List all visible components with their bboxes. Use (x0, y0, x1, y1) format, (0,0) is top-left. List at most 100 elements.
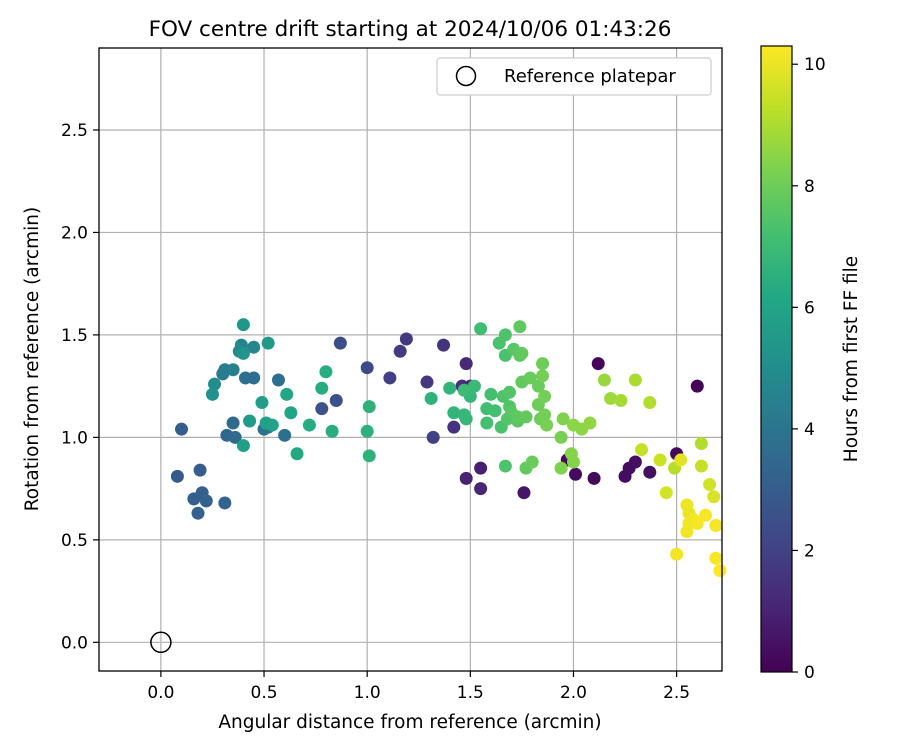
data-point (480, 416, 494, 430)
x-tick-label: 1.0 (354, 683, 381, 703)
data-point (503, 385, 517, 399)
plot-frame (98, 47, 723, 672)
data-point (360, 424, 374, 438)
data-point (680, 525, 694, 539)
colorbar-tick-label: 8 (804, 177, 815, 197)
data-point (709, 551, 723, 565)
data-point (523, 371, 537, 385)
x-tick-label: 2.0 (560, 683, 587, 703)
data-point (690, 379, 704, 393)
colorbar-label: Hours from first FF file (841, 256, 862, 462)
data-point (325, 424, 339, 438)
x-axis-ticks: 0.0 0.5 1.0 1.5 2.0 2.5 (147, 671, 690, 703)
data-point (238, 371, 252, 385)
data-point (694, 459, 708, 473)
data-point (362, 449, 376, 463)
data-point (187, 492, 201, 506)
data-point (690, 516, 704, 530)
data-point (278, 428, 292, 442)
chart-title: FOV centre drift starting at 2024/10/06 … (149, 17, 672, 42)
y-tick-label: 2.5 (61, 121, 88, 141)
data-point (205, 387, 219, 401)
data-point (333, 336, 347, 350)
colorbar-ticks: 0 2 4 6 8 10 (792, 55, 826, 683)
data-point (604, 391, 618, 405)
data-point (236, 318, 250, 332)
data-point (498, 459, 512, 473)
y-tick-label: 0.5 (61, 531, 88, 551)
data-point (653, 453, 667, 467)
data-point (674, 453, 688, 467)
data-point (329, 393, 343, 407)
data-point (319, 365, 333, 379)
data-point (531, 379, 545, 393)
data-point (271, 373, 285, 387)
data-point (628, 455, 642, 469)
data-point (280, 387, 294, 401)
data-point (315, 402, 329, 416)
legend-label-reference-platepar: Reference platepar (504, 66, 676, 87)
data-point (538, 408, 552, 422)
data-point (713, 564, 727, 578)
data-point (443, 381, 457, 395)
colorbar-tick-label: 0 (804, 663, 815, 683)
data-point (459, 471, 473, 485)
data-point (284, 406, 298, 420)
data-point (228, 430, 242, 444)
data-point (290, 447, 304, 461)
data-point (643, 465, 657, 479)
colorbar-tick-label: 6 (804, 298, 815, 318)
data-point (484, 387, 498, 401)
colorbar-tick-label: 2 (804, 541, 815, 561)
data-point (703, 478, 717, 492)
data-point (515, 346, 529, 360)
data-point (628, 373, 642, 387)
y-axis-ticks: 0.0 0.5 1.0 1.5 2.0 2.5 (61, 121, 99, 653)
data-point (426, 430, 440, 444)
data-point (420, 375, 434, 389)
data-point (569, 467, 583, 481)
data-point (556, 412, 570, 426)
data-point (315, 381, 329, 395)
colorbar-tick-label: 10 (804, 55, 826, 75)
data-point (447, 420, 461, 434)
data-point (447, 406, 461, 420)
data-point (236, 346, 250, 360)
data-point (536, 369, 550, 383)
data-point (467, 379, 481, 393)
data-point (208, 377, 222, 391)
y-tick-label: 1.0 (61, 428, 88, 448)
data-point (540, 418, 554, 432)
data-point (424, 391, 438, 405)
data-point (474, 482, 488, 496)
data-point (519, 410, 533, 424)
data-point (459, 357, 473, 371)
data-point (393, 344, 407, 358)
data-point (587, 471, 601, 485)
data-point (459, 412, 473, 426)
data-point (583, 416, 597, 430)
data-point (175, 422, 189, 436)
colorbar (760, 45, 793, 673)
data-point (635, 443, 649, 457)
data-point (474, 461, 488, 475)
data-point (170, 469, 184, 483)
data-point (362, 400, 376, 414)
colorbar-tick-label: 4 (804, 420, 815, 440)
legend-marker-reference-platepar (455, 65, 477, 87)
x-tick-label: 0.5 (251, 683, 278, 703)
legend: Reference platepar (436, 57, 712, 96)
data-point (474, 322, 488, 336)
x-tick-label: 0.0 (147, 683, 174, 703)
x-axis-label: Angular distance from reference (arcmin) (218, 712, 601, 733)
data-point (591, 357, 605, 371)
y-axis-label: Rotation from reference (arcmin) (22, 207, 43, 511)
data-point (383, 371, 397, 385)
reference-platepar-marker (150, 631, 172, 654)
legend-box (436, 57, 712, 96)
data-point (255, 396, 269, 410)
y-tick-label: 1.5 (61, 326, 88, 346)
x-tick-label: 2.5 (663, 683, 690, 703)
data-point (694, 437, 708, 451)
